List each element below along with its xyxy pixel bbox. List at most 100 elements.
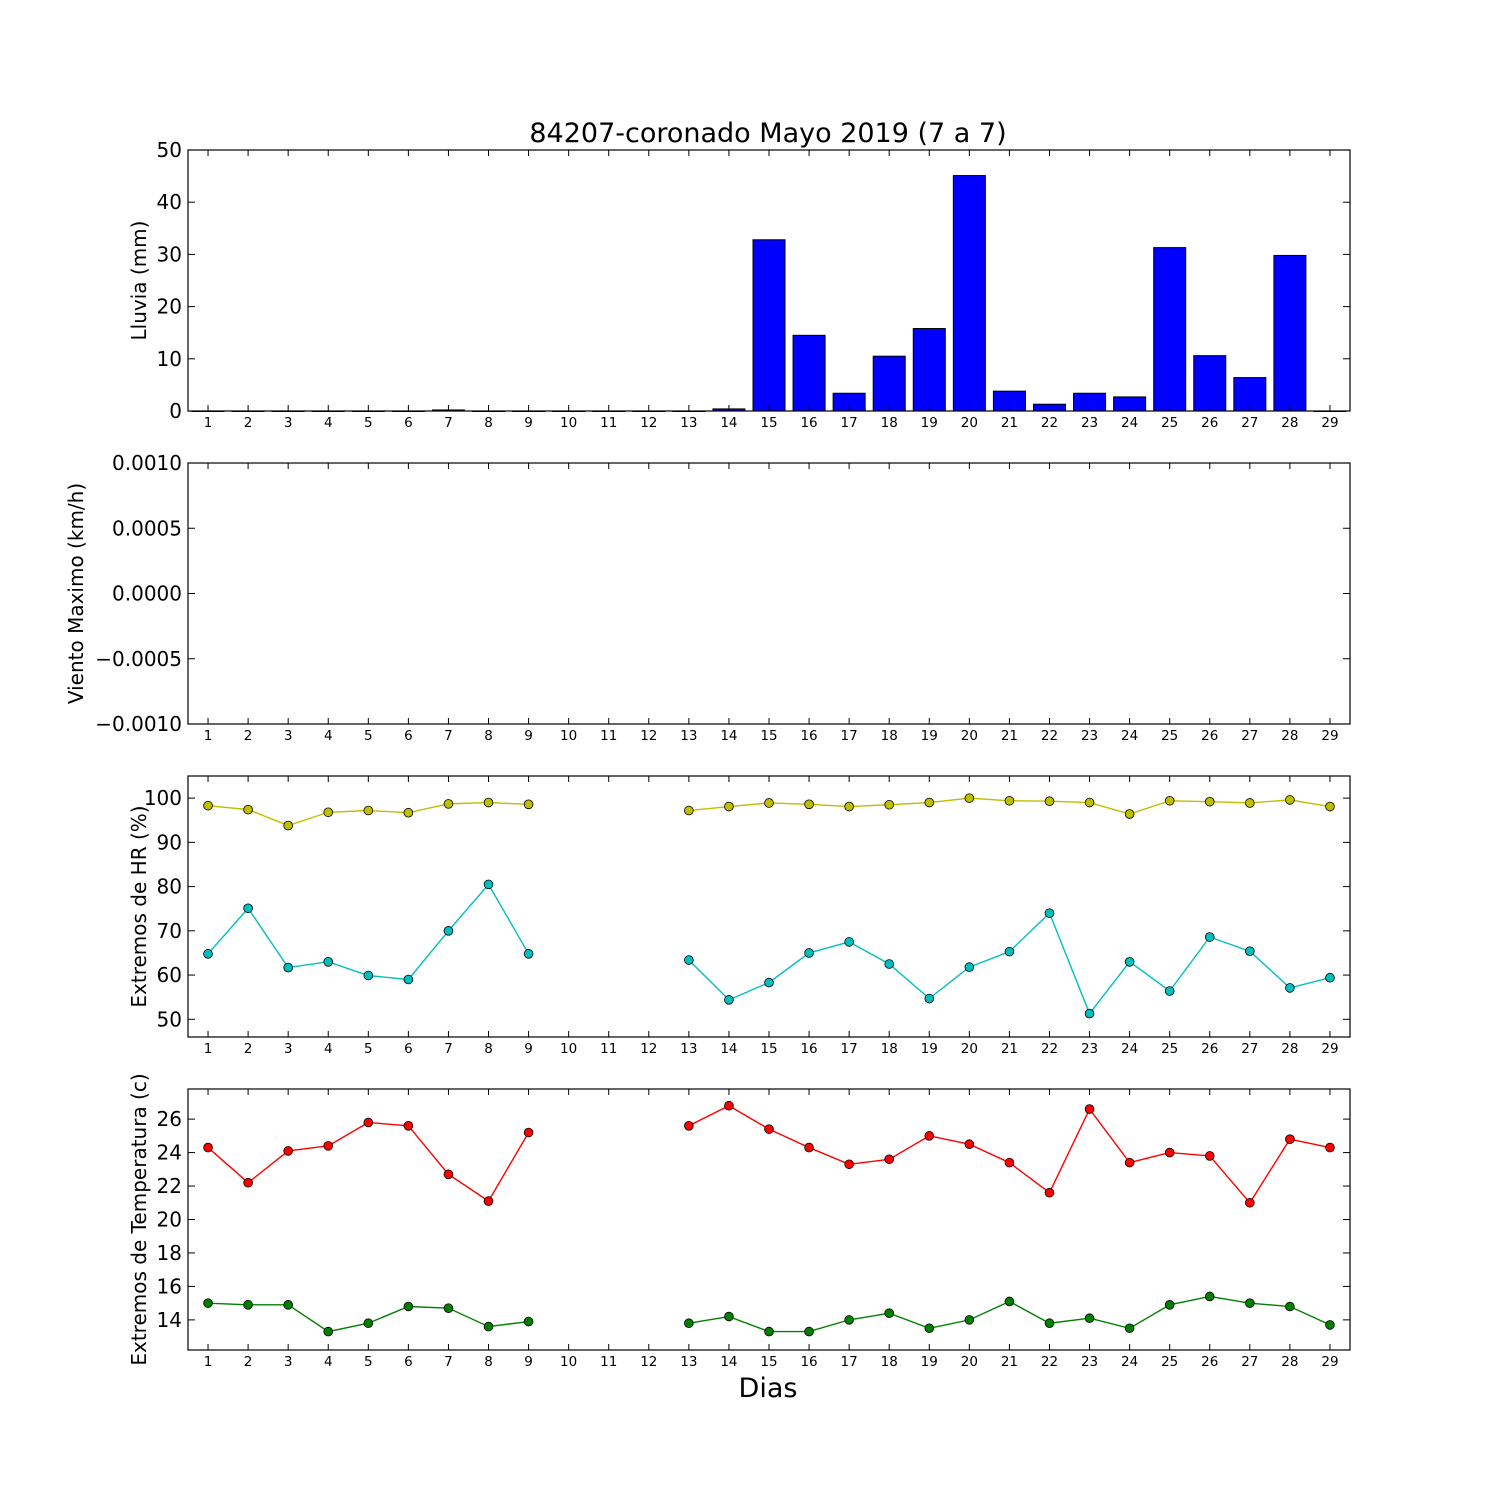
data-point [203, 800, 213, 811]
x-tick-label: 7 [444, 1354, 453, 1370]
data-point [283, 1146, 293, 1156]
x-tick-label: 20 [961, 728, 978, 744]
x-tick-label: 11 [600, 1041, 617, 1057]
data-point [764, 798, 774, 808]
x-tick-label: 24 [1121, 1041, 1138, 1057]
x-tick-label: 15 [760, 1041, 777, 1057]
data-point [1164, 1300, 1175, 1310]
x-tick-label: 23 [1081, 1041, 1098, 1057]
x-tick-label: 6 [404, 415, 413, 431]
x-tick-label: 28 [1281, 1041, 1298, 1057]
x-tick-label: 17 [841, 1354, 858, 1370]
x-tick-label: 17 [841, 1041, 858, 1057]
data-point [483, 1196, 494, 1206]
data-point [243, 1177, 253, 1188]
y-tick-label: 40 [157, 190, 182, 214]
data-point [764, 977, 774, 988]
y-tick-label: −0.0010 [95, 712, 182, 736]
x-tick-label: 21 [1001, 728, 1018, 744]
y-tick-label: 80 [157, 875, 182, 899]
data-point [684, 1121, 694, 1131]
x-tick-label: 18 [881, 415, 898, 431]
x-tick-label: 20 [961, 1354, 978, 1370]
x-tick-label: 23 [1081, 415, 1098, 431]
data-point [323, 807, 334, 818]
data-point [483, 879, 494, 890]
data-point [1084, 1104, 1095, 1114]
x-tick-label: 21 [1001, 1354, 1018, 1370]
y-tick-label: 14 [157, 1308, 182, 1332]
x-tick-label: 13 [680, 415, 697, 431]
data-point [523, 1316, 534, 1327]
data-point [1004, 795, 1015, 806]
x-tick-label: 23 [1081, 1354, 1098, 1370]
data-point [844, 1159, 854, 1170]
data-point [483, 1321, 494, 1332]
x-tick-label: 19 [921, 415, 938, 431]
x-tick-label: 25 [1161, 415, 1178, 431]
data-point [523, 949, 534, 959]
data-point [1084, 1008, 1095, 1019]
x-tick-label: 3 [284, 728, 293, 744]
x-tick-label: 26 [1201, 415, 1218, 431]
x-tick-label: 16 [800, 1041, 817, 1057]
y-tick-label: 26 [157, 1107, 182, 1131]
data-point [1044, 796, 1055, 807]
x-tick-label: 14 [720, 1041, 737, 1057]
bar [792, 334, 826, 412]
x-tick-label: 19 [921, 728, 938, 744]
x-tick-label: 29 [1321, 1041, 1338, 1057]
y-tick-label: 20 [157, 295, 182, 319]
x-tick-label: 1 [204, 1041, 213, 1057]
x-tick-label: 10 [560, 415, 577, 431]
x-tick-label: 4 [324, 1354, 333, 1370]
data-point [724, 1311, 734, 1322]
data-point [884, 1154, 895, 1165]
data-point [323, 956, 334, 967]
data-point [1204, 932, 1215, 942]
x-tick-label: 10 [560, 1041, 577, 1057]
data-point [1325, 1142, 1335, 1153]
x-tick-label: 21 [1001, 415, 1018, 431]
x-tick-label: 4 [324, 728, 333, 744]
x-tick-label: 22 [1041, 728, 1058, 744]
data-point [403, 974, 414, 985]
y-tick-label: 60 [157, 963, 182, 987]
data-point [1285, 1301, 1295, 1312]
chart-title: 84207-coronado Mayo 2019 (7 a 7) [529, 118, 1006, 149]
x-tick-label: 28 [1281, 1354, 1298, 1370]
x-tick-label: 20 [961, 415, 978, 431]
data-point [483, 797, 494, 808]
series-line-1 [207, 1104, 1331, 1204]
data-point [924, 993, 935, 1004]
data-point [1285, 983, 1295, 993]
x-tick-label: 6 [404, 728, 413, 744]
y-tick-label: 20 [157, 1208, 182, 1232]
x-tick-label: 10 [560, 1354, 577, 1370]
x-tick-label: 27 [1241, 1354, 1258, 1370]
data-point [443, 1303, 454, 1313]
data-point [1044, 1318, 1055, 1329]
data-point [283, 962, 293, 973]
x-tick-label: 26 [1201, 728, 1218, 744]
data-point [1285, 795, 1295, 805]
data-point [403, 1301, 414, 1312]
x-tick-label: 3 [284, 415, 293, 431]
x-tick-label: 18 [881, 1354, 898, 1370]
y-tick-label: 50 [157, 138, 182, 162]
data-point [283, 820, 293, 831]
x-tick-label: 28 [1281, 415, 1298, 431]
x-tick-label: 23 [1081, 728, 1098, 744]
data-point [964, 1139, 975, 1150]
x-tick-label: 7 [444, 728, 453, 744]
x-tick-label: 6 [404, 1041, 413, 1057]
data-point [1164, 795, 1175, 806]
data-point [844, 801, 854, 812]
x-tick-label: 15 [760, 415, 777, 431]
data-point [844, 1315, 854, 1325]
x-tick-label: 22 [1041, 1354, 1058, 1370]
data-point [884, 959, 895, 969]
data-point [1245, 798, 1255, 808]
